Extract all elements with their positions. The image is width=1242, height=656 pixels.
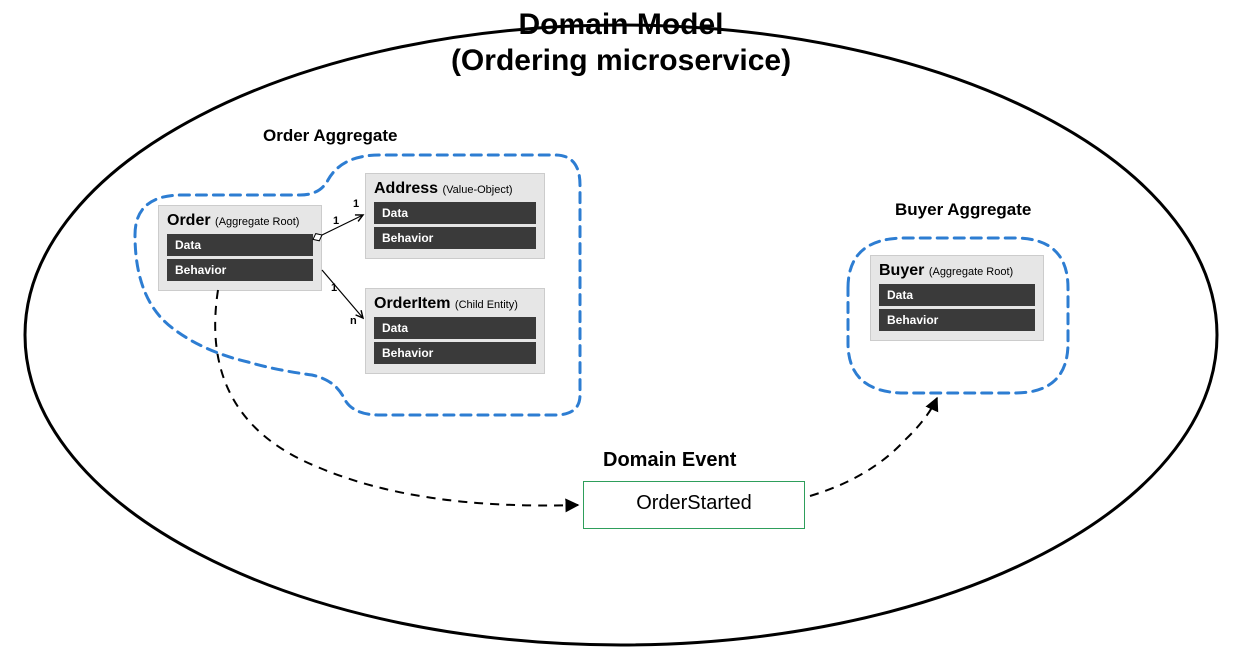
orderitem-entity-title: OrderItem (Child Entity) — [374, 295, 536, 313]
buyer-entity-name: Buyer — [879, 262, 924, 279]
address-entity-row-behavior: Behavior — [374, 227, 536, 249]
domain-event-label: Domain Event — [603, 449, 736, 472]
svg-overlay — [0, 0, 1242, 656]
order-entity-title: Order (Aggregate Root) — [167, 212, 313, 230]
buyer-aggregate-label: Buyer Aggregate — [895, 200, 1031, 220]
order-aggregate-label: Order Aggregate — [263, 126, 397, 146]
address-entity-stereotype: (Value-Object) — [442, 184, 512, 196]
domain-event-text: OrderStarted — [636, 492, 752, 514]
order-entity-row-behavior: Behavior — [167, 259, 313, 281]
address-entity: Address (Value-Object) Data Behavior — [365, 173, 545, 259]
diagram-title-line2: (Ordering microservice) — [0, 44, 1242, 78]
buyer-entity-stereotype: (Aggregate Root) — [929, 266, 1013, 278]
domain-event-box: OrderStarted — [583, 481, 805, 529]
buyer-entity: Buyer (Aggregate Root) Data Behavior — [870, 255, 1044, 341]
diagram-canvas: Domain Model (Ordering microservice) Ord… — [0, 0, 1242, 656]
rel-order-address — [322, 215, 363, 235]
rel-order-address-src-mult: 1 — [333, 215, 339, 227]
flow-event-to-buyer — [810, 398, 937, 496]
buyer-entity-title: Buyer (Aggregate Root) — [879, 262, 1035, 280]
address-entity-name: Address — [374, 180, 438, 197]
order-entity-name: Order — [167, 212, 211, 229]
orderitem-entity-row-behavior: Behavior — [374, 342, 536, 364]
buyer-entity-row-behavior: Behavior — [879, 309, 1035, 331]
rel-order-orderitem-dst-mult: n — [350, 315, 357, 327]
address-entity-row-data: Data — [374, 202, 536, 224]
rel-order-address-dst-mult: 1 — [353, 198, 359, 210]
orderitem-entity: OrderItem (Child Entity) Data Behavior — [365, 288, 545, 374]
orderitem-entity-stereotype: (Child Entity) — [455, 299, 518, 311]
orderitem-entity-row-data: Data — [374, 317, 536, 339]
diagram-title-line1: Domain Model — [0, 8, 1242, 42]
rel-order-orderitem — [322, 270, 363, 318]
rel-order-orderitem-src-mult: 1 — [331, 282, 337, 294]
address-entity-title: Address (Value-Object) — [374, 180, 536, 198]
order-entity: Order (Aggregate Root) Data Behavior — [158, 205, 322, 291]
order-entity-row-data: Data — [167, 234, 313, 256]
buyer-entity-row-data: Data — [879, 284, 1035, 306]
order-entity-stereotype: (Aggregate Root) — [215, 216, 299, 228]
orderitem-entity-name: OrderItem — [374, 295, 450, 312]
